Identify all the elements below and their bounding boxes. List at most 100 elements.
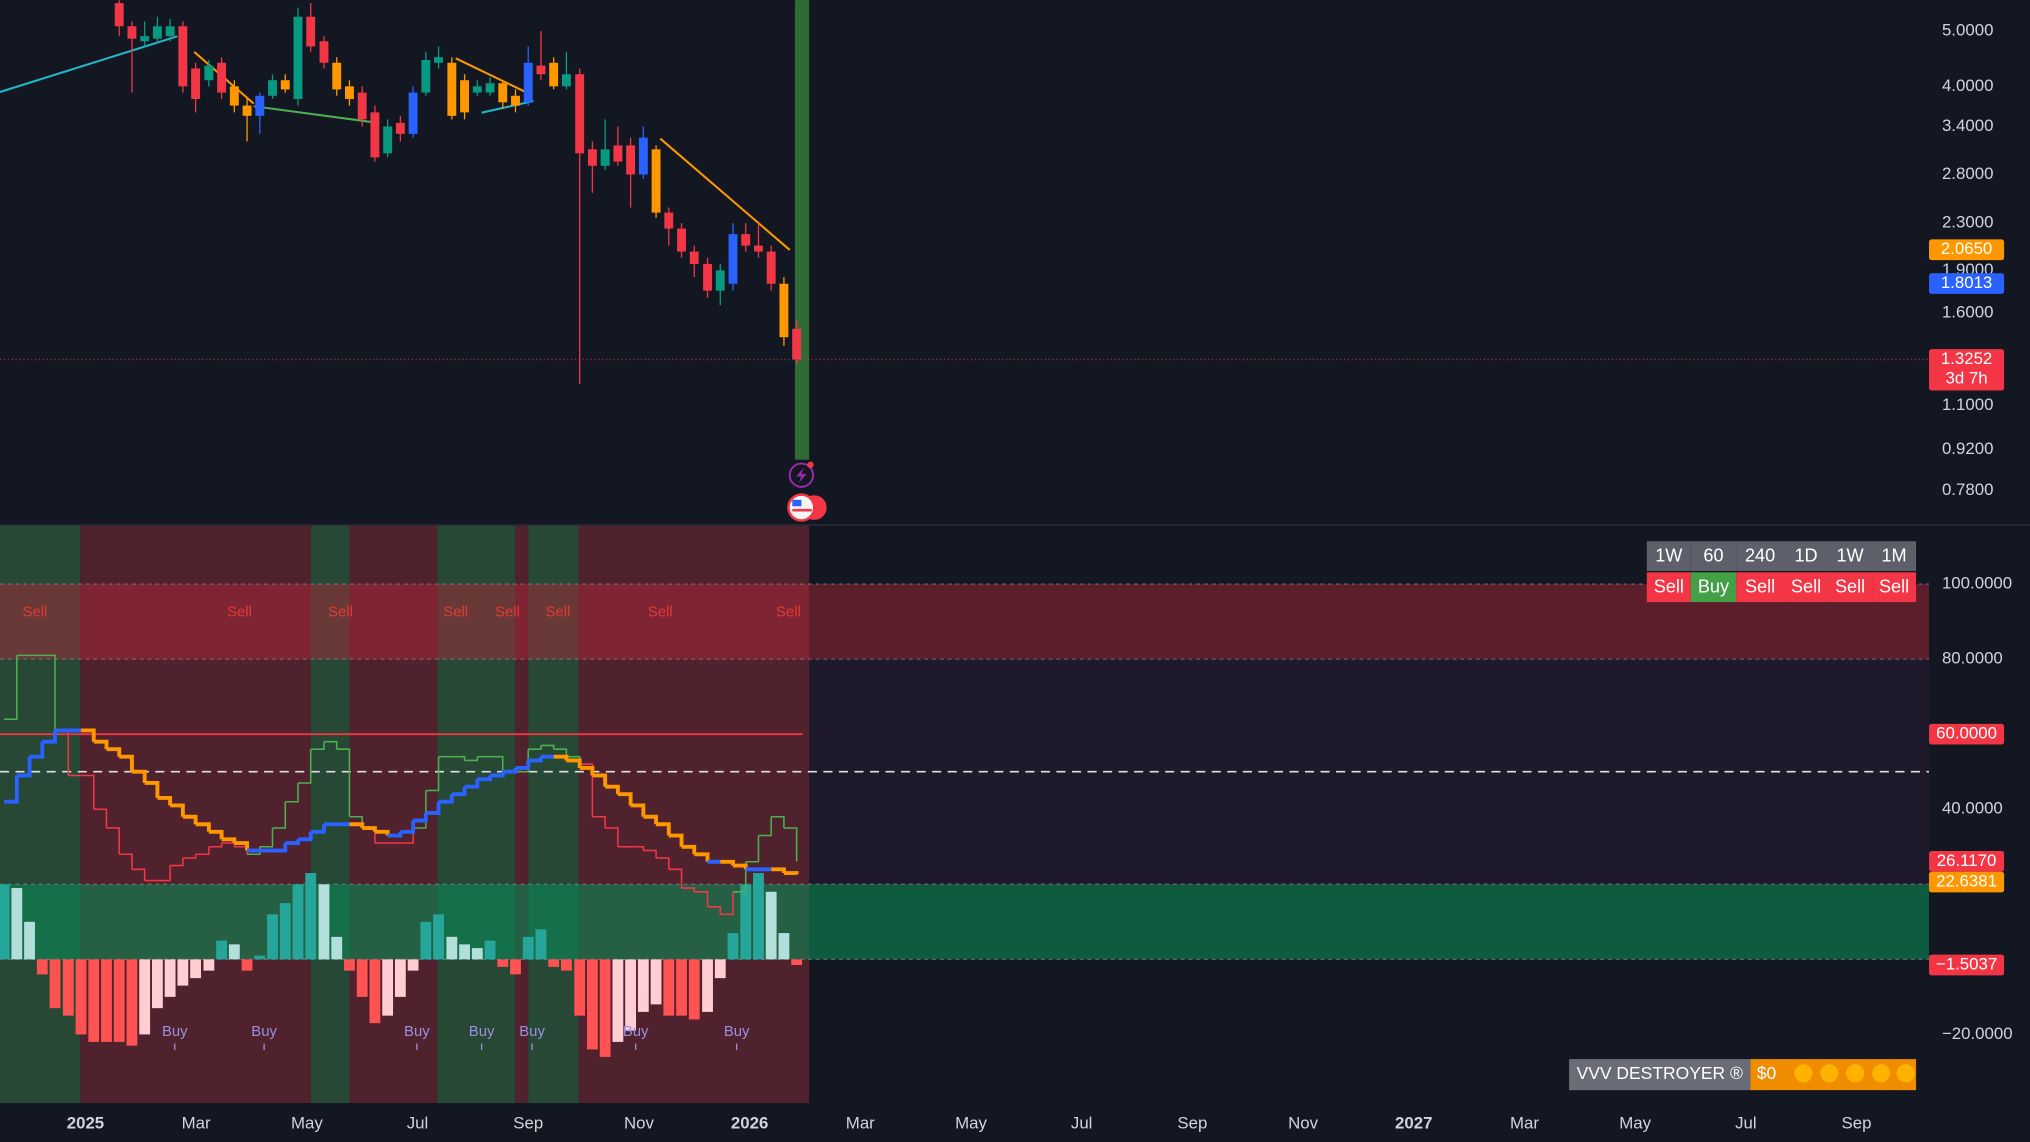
- table-signal-cell: [1872, 572, 1917, 603]
- price-tick-label: 1.1000: [1942, 395, 1993, 414]
- histogram-bar: [548, 959, 560, 967]
- histogram-bar: [740, 884, 752, 960]
- trendline: [481, 100, 534, 114]
- candle-body: [344, 86, 354, 99]
- timeframe-table: 1W Sell 60 Buy 240 Sell 1D Sell 1W Sell 1M Sell: [1646, 541, 1917, 603]
- slow-segment: [592, 773, 608, 787]
- candle-body: [651, 149, 661, 213]
- candle-body: [689, 251, 699, 264]
- slow-segment: [413, 812, 428, 823]
- histogram-bar: [714, 959, 726, 979]
- candle-body: [217, 62, 227, 93]
- table-signal-cell: [1690, 572, 1737, 603]
- slow-segment: [681, 844, 697, 855]
- event-icons: [787, 461, 828, 522]
- candle-body: [754, 245, 763, 252]
- histogram-bar: [560, 959, 572, 971]
- fast-segment: [464, 756, 479, 762]
- price-tick-label: 0.9200: [1942, 439, 1993, 458]
- price-tag-sublabel: 3d 7h: [1946, 368, 1988, 387]
- sell-signal: Sell: [495, 604, 520, 620]
- histogram-bar: [356, 959, 368, 997]
- candle-body: [575, 74, 585, 154]
- price-tag-label: 22.6381: [1936, 872, 1997, 891]
- histogram-bar: [216, 940, 228, 960]
- candle-body: [766, 251, 776, 284]
- lightning: [796, 467, 807, 483]
- price-tag: [1929, 871, 2005, 893]
- candle-body: [204, 65, 214, 81]
- slow-segment: [195, 822, 211, 832]
- time-tick-label: Jul: [1735, 1113, 1757, 1132]
- candle-body: [114, 3, 124, 27]
- slow-segment: [425, 801, 441, 815]
- overbought-band: [0, 584, 1930, 660]
- table-signal: Sell: [1791, 577, 1821, 597]
- badge-icon: [1820, 1064, 1839, 1083]
- fast-segment: [694, 891, 709, 907]
- fast-segment: [157, 865, 171, 882]
- table-signal-cell: [1828, 572, 1873, 603]
- fast-segment: [630, 845, 645, 851]
- histogram-bar: [305, 873, 317, 960]
- badge-icon: [1896, 1064, 1915, 1083]
- candle-body: [549, 62, 559, 87]
- histogram-bar: [459, 944, 470, 960]
- histogram-bar: [139, 959, 151, 1035]
- trendline: [253, 105, 380, 125]
- histogram-bar: [637, 959, 649, 1012]
- candle-body: [242, 105, 252, 116]
- badge-icon: [1794, 1064, 1813, 1083]
- candle-body: [178, 26, 188, 87]
- candle-body: [779, 283, 789, 338]
- histogram-bar: [497, 959, 509, 967]
- fast-segment: [553, 748, 568, 757]
- histogram-bar: [62, 959, 74, 1016]
- candle-body: [268, 80, 277, 96]
- slow-segment: [310, 824, 326, 834]
- candle-body: [485, 83, 495, 93]
- slow-segment: [182, 814, 198, 825]
- price-tick-label: 2.8000: [1942, 164, 1993, 183]
- table-signal: Buy: [1698, 577, 1730, 597]
- slow-segment: [4, 775, 19, 804]
- histogram-bar: [778, 933, 790, 960]
- candle-body: [140, 36, 150, 42]
- sell-signal: Sell: [546, 604, 571, 620]
- candle-body: [255, 95, 265, 116]
- slow-segment: [694, 852, 710, 862]
- badge-amount: $0: [1757, 1063, 1777, 1083]
- histogram-bar: [292, 884, 304, 960]
- slow-segment: [272, 843, 288, 853]
- price-tag: [1929, 239, 2005, 261]
- histogram-bar: [344, 959, 355, 971]
- slow-segment: [42, 730, 57, 744]
- histogram-bar: [318, 884, 330, 960]
- price-tick-label: 5.0000: [1942, 21, 1993, 40]
- histogram-bar: [676, 959, 687, 1016]
- time-tick-label: May: [291, 1113, 323, 1132]
- fast-segment: [42, 654, 56, 731]
- slow-segment: [16, 756, 32, 778]
- table-header: 60: [1703, 546, 1723, 566]
- histogram-bar: [753, 873, 764, 960]
- table-header-cell: [1690, 541, 1737, 571]
- slow-segment: [208, 829, 224, 840]
- histogram-bar: [24, 921, 35, 960]
- footer-badge: VVV DESTROYER ® $0: [1569, 1059, 1917, 1091]
- slow-segment: [297, 831, 313, 842]
- fast-segment: [540, 744, 555, 750]
- histogram-bar: [394, 959, 406, 997]
- slow-segment: [464, 779, 480, 789]
- time-tick-label: Nov: [1288, 1113, 1319, 1132]
- slow-segment: [617, 792, 633, 806]
- histogram-bar: [49, 959, 61, 1009]
- slow-segment: [783, 871, 799, 875]
- candle-body: [229, 86, 239, 106]
- slow-segment: [630, 803, 646, 817]
- fast-segment: [259, 828, 274, 848]
- histogram-bar: [599, 959, 611, 1057]
- table-signal: Sell: [1835, 577, 1865, 597]
